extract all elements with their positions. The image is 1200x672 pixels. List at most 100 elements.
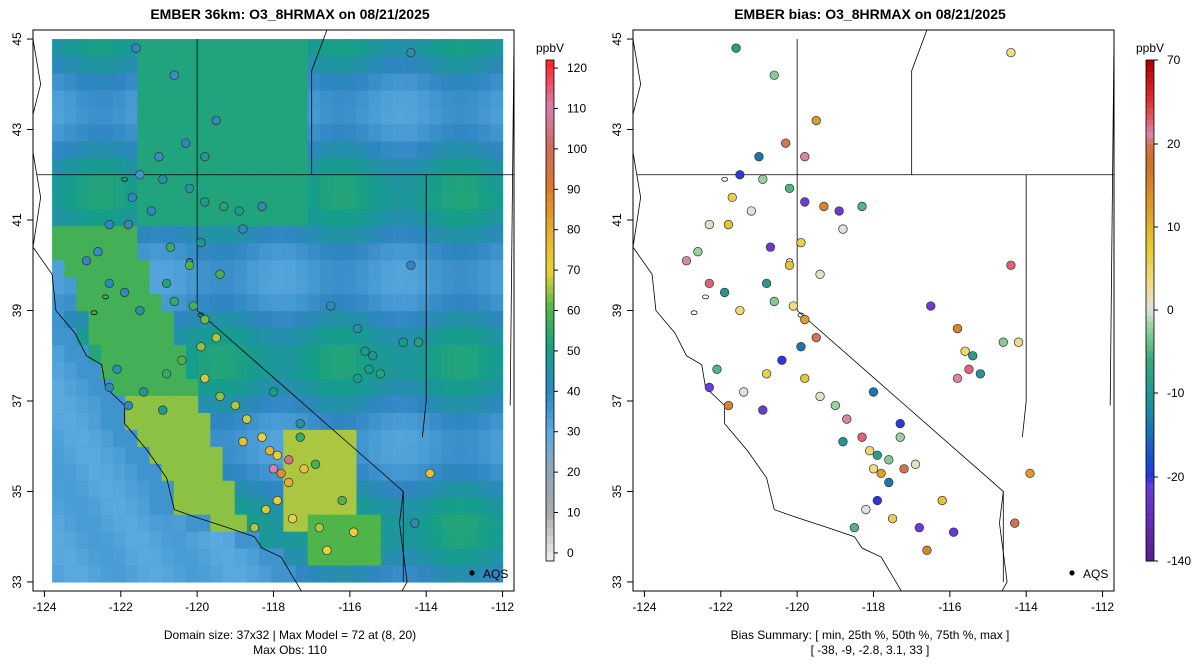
colorbar-segment bbox=[546, 552, 554, 562]
model-grid-cell bbox=[88, 412, 102, 430]
model-grid-cell bbox=[307, 39, 321, 57]
model-grid-cell bbox=[222, 344, 236, 362]
model-grid-cell bbox=[173, 89, 187, 108]
model-grid-cell bbox=[210, 310, 224, 329]
model-grid-cell bbox=[295, 293, 309, 312]
model-grid-cell bbox=[380, 242, 394, 261]
colorbar-segment bbox=[1146, 126, 1154, 133]
model-grid-cell bbox=[283, 242, 297, 261]
model-grid-cell bbox=[380, 463, 394, 481]
colorbar-segment bbox=[546, 160, 554, 170]
model-grid-cell bbox=[368, 56, 382, 74]
model-grid-cell bbox=[271, 191, 285, 210]
colorbar-segment bbox=[1146, 417, 1154, 424]
model-grid-cell bbox=[344, 310, 358, 329]
model-grid-cell bbox=[246, 157, 260, 176]
model-grid-cell bbox=[100, 123, 114, 142]
model-grid-cell bbox=[453, 548, 467, 566]
observation-site bbox=[352, 323, 363, 334]
model-grid-cell bbox=[429, 191, 443, 210]
right-panel-title: EMBER bias: O3_8HRMAX on 08/21/2025 bbox=[734, 6, 1006, 22]
observation-site bbox=[81, 256, 92, 266]
model-grid-cell bbox=[441, 123, 455, 142]
model-grid-cell bbox=[186, 242, 199, 261]
model-grid-cell bbox=[368, 293, 382, 312]
model-grid-cell bbox=[332, 225, 345, 244]
colorbar-segment bbox=[546, 519, 554, 529]
model-grid-cell bbox=[76, 327, 90, 346]
model-grid-cell bbox=[76, 140, 90, 159]
model-grid-cell bbox=[161, 259, 175, 278]
model-grid-cell bbox=[222, 531, 236, 549]
model-grid-cell bbox=[466, 225, 479, 244]
model-grid-cell bbox=[380, 446, 394, 464]
colorbar-tick-label: -20 bbox=[1167, 470, 1185, 484]
model-grid-cell bbox=[295, 395, 309, 413]
model-grid-cell bbox=[64, 429, 78, 447]
model-grid-cell bbox=[405, 361, 418, 379]
model-grid-cell bbox=[173, 39, 187, 57]
model-grid-cell bbox=[368, 310, 382, 329]
model-grid-cell bbox=[356, 191, 370, 210]
model-grid-cell bbox=[173, 327, 187, 346]
model-grid-cell bbox=[344, 56, 358, 74]
colorbar-segment bbox=[546, 101, 554, 111]
model-grid-cell bbox=[149, 310, 163, 329]
colorbar-segment bbox=[1146, 555, 1154, 562]
model-grid-cell bbox=[271, 56, 285, 74]
model-grid-cell bbox=[222, 327, 236, 346]
model-grid-cell bbox=[234, 497, 248, 515]
model-grid-cell bbox=[466, 361, 479, 379]
model-grid-cell bbox=[307, 208, 321, 227]
model-grid-cell bbox=[283, 208, 297, 227]
model-grid-cell bbox=[125, 361, 138, 379]
model-grid-cell bbox=[441, 191, 455, 210]
state-border bbox=[311, 30, 328, 175]
model-grid-cell bbox=[453, 72, 467, 91]
observation-site bbox=[425, 468, 435, 479]
model-grid-cell bbox=[478, 446, 491, 464]
model-grid-cell bbox=[222, 564, 236, 583]
model-grid-cell bbox=[392, 276, 406, 295]
model-grid-cell bbox=[490, 208, 504, 227]
model-grid-cell bbox=[319, 174, 333, 193]
model-grid-cell bbox=[344, 548, 358, 566]
observation-site bbox=[314, 523, 324, 533]
model-grid-cell bbox=[380, 140, 394, 159]
model-grid-cell bbox=[307, 140, 321, 159]
model-grid-cell bbox=[319, 395, 333, 413]
model-grid-cell bbox=[125, 480, 138, 498]
model-grid-cell bbox=[100, 225, 114, 244]
bias-site bbox=[998, 337, 1008, 347]
bias-site bbox=[876, 468, 886, 479]
model-grid-cell bbox=[368, 395, 382, 413]
model-grid-cell bbox=[52, 361, 65, 379]
model-grid-cell bbox=[490, 310, 504, 329]
model-grid-cell bbox=[380, 344, 394, 362]
model-grid-cell bbox=[392, 225, 406, 244]
model-grid-cell bbox=[490, 514, 504, 532]
model-grid-cell bbox=[283, 327, 297, 346]
model-grid-cell bbox=[149, 514, 163, 532]
model-grid-cell bbox=[76, 72, 90, 91]
model-grid-cell bbox=[405, 429, 418, 447]
model-grid-cell bbox=[441, 497, 455, 515]
model-grid-cell bbox=[405, 412, 418, 430]
model-grid-cell bbox=[380, 548, 394, 566]
colorbar-tick-label: -140 bbox=[1167, 554, 1191, 568]
model-grid-cell bbox=[210, 225, 224, 244]
model-grid-cell bbox=[52, 310, 65, 329]
model-grid-cell bbox=[453, 429, 467, 447]
model-grid-cell bbox=[332, 174, 345, 193]
colorbar-tick-label: 110 bbox=[567, 101, 586, 115]
model-grid-cell bbox=[149, 344, 163, 362]
model-grid-cell bbox=[246, 123, 260, 142]
coastline bbox=[33, 38, 302, 591]
model-grid-cell bbox=[368, 378, 382, 396]
model-grid-cell bbox=[344, 191, 358, 210]
model-grid-cell bbox=[137, 361, 151, 379]
bias-site bbox=[861, 504, 871, 515]
model-grid-cell bbox=[186, 531, 199, 549]
model-grid-cell bbox=[466, 72, 479, 91]
model-grid-cell bbox=[76, 446, 90, 464]
